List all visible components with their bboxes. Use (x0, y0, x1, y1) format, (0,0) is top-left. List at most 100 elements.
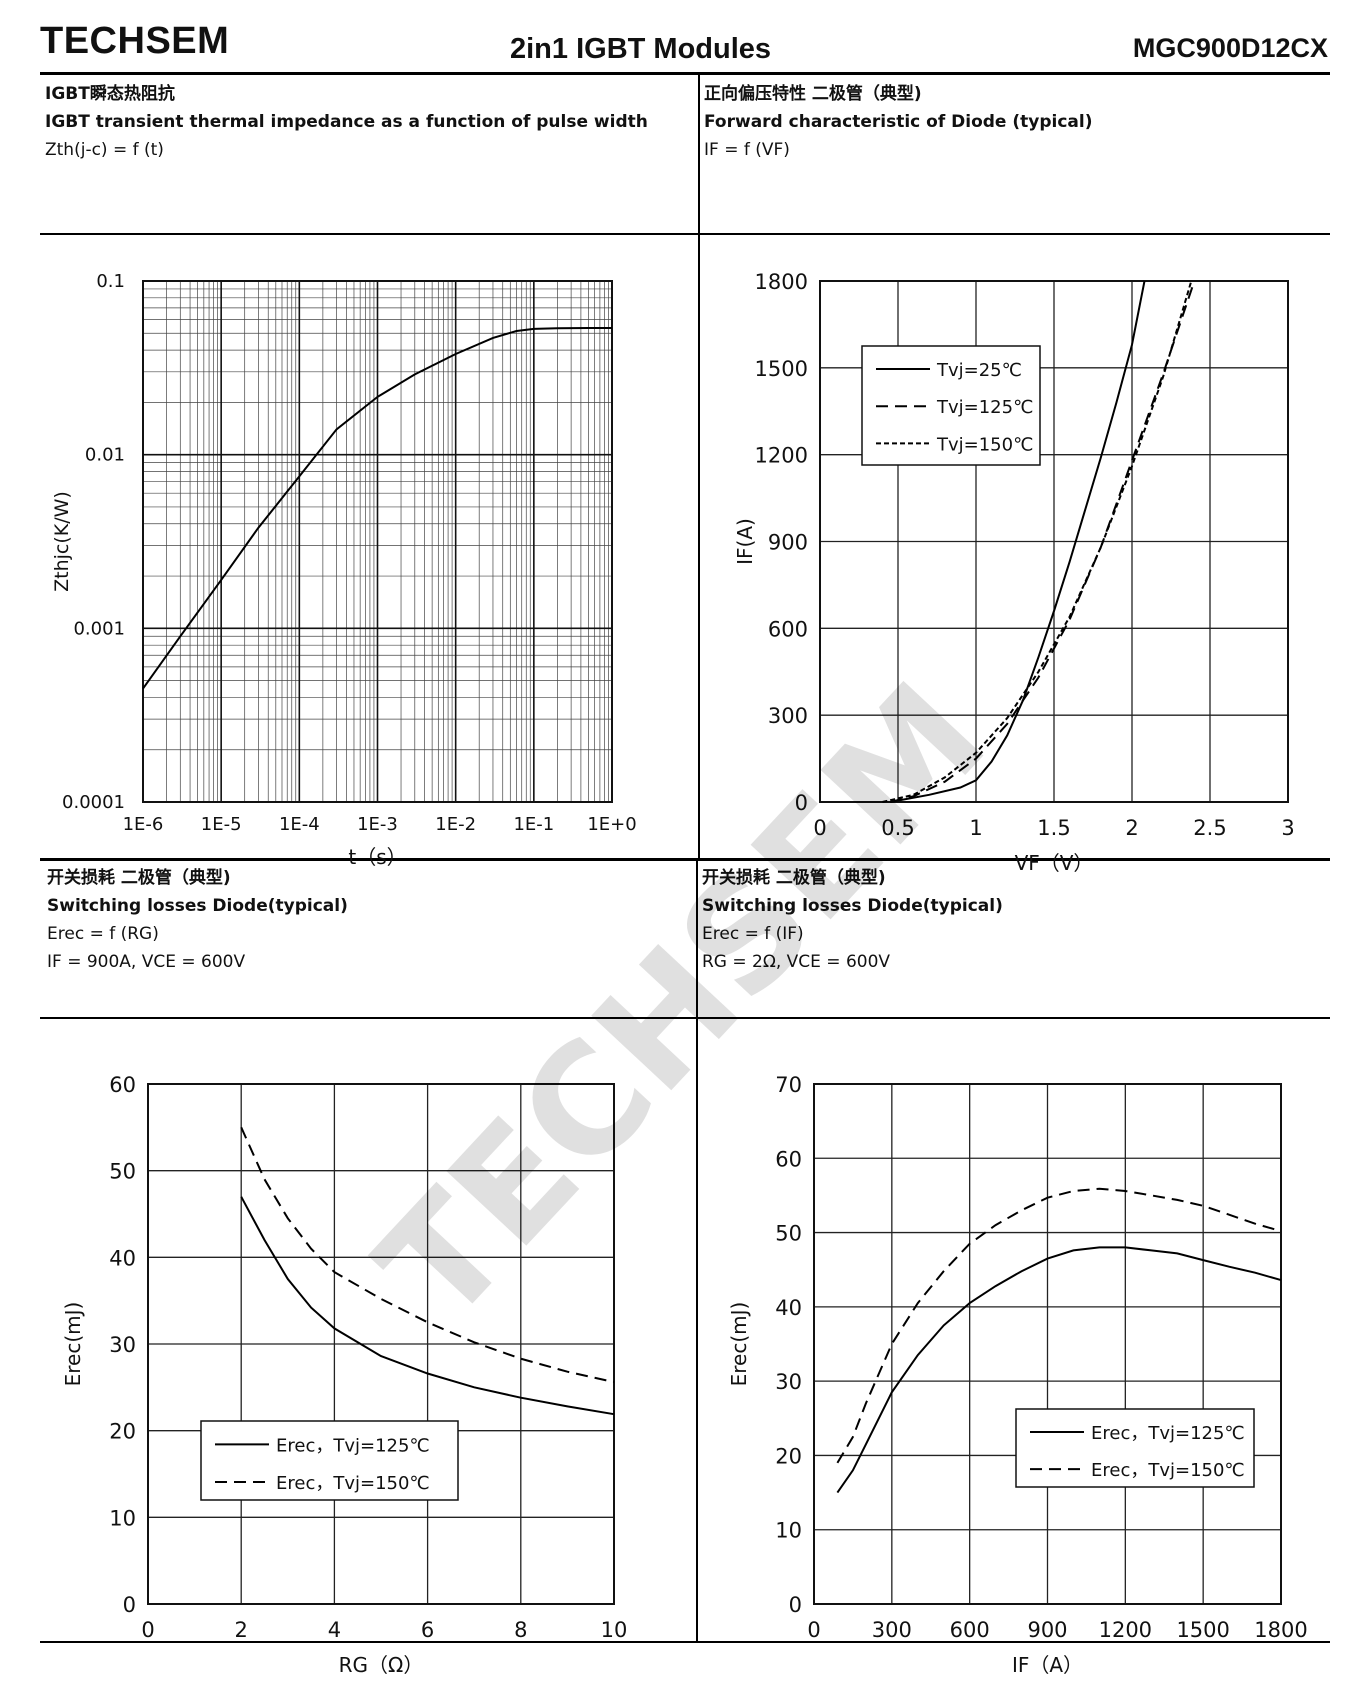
panel-function: Erec = f (RG) (47, 924, 159, 944)
x-tick-label: 1E+0 (587, 814, 636, 835)
plot-frame (147, 1083, 615, 1605)
x-tick-label: 1200 (1099, 1618, 1152, 1642)
series-line (889, 280, 1196, 803)
x-axis-label: t（s） (348, 845, 406, 869)
panel-caption-forward-characteristic: 正向偏压特性 二极管（典型) Forward characteristic of… (704, 80, 1093, 164)
x-tick-label: 0.5 (881, 816, 914, 840)
bottom-caption-rule (40, 1017, 1330, 1019)
legend-label: Erec，Tvj=125℃ (1091, 1423, 1245, 1444)
y-tick-label: 0.1 (96, 271, 125, 292)
y-tick-label: 1800 (755, 270, 808, 294)
x-tick-label: 1.5 (1037, 816, 1070, 840)
plot-frame (142, 280, 613, 803)
x-axis-label: RG（Ω） (339, 1653, 424, 1677)
legend-box (861, 345, 1041, 466)
legend-label: Tvj=25℃ (936, 360, 1022, 381)
part-number: MGC900D12CX (1132, 33, 1328, 63)
y-tick-label: 20 (775, 1444, 802, 1468)
top-column-divider (698, 74, 700, 860)
x-tick-label: 1E-4 (279, 814, 320, 835)
x-axis-label: VF（V） (1015, 851, 1094, 875)
bottom-column-divider (696, 860, 698, 1642)
y-tick-label: 50 (775, 1222, 802, 1246)
x-tick-label: 1E-1 (513, 814, 554, 835)
plot-frame (819, 280, 1289, 803)
series-line (836, 1187, 1282, 1464)
y-tick-label: 70 (775, 1073, 802, 1097)
y-tick-label: 300 (768, 704, 808, 728)
y-axis-label: Erec(mJ) (61, 1302, 85, 1387)
x-tick-label: 2 (1125, 816, 1138, 840)
panel-title-en: IGBT transient thermal impedance as a fu… (45, 112, 648, 132)
legend-label: Erec，Tvj=150℃ (276, 1473, 430, 1494)
top-caption-rule (40, 233, 1330, 235)
series-line (240, 1196, 615, 1416)
x-tick-label: 2.5 (1193, 816, 1226, 840)
y-tick-label: 0 (795, 791, 808, 815)
y-tick-label: 40 (775, 1296, 802, 1320)
x-tick-label: 1800 (1254, 1618, 1307, 1642)
legend-box (1015, 1408, 1255, 1488)
middle-rule (40, 858, 1330, 861)
y-tick-label: 60 (775, 1147, 802, 1171)
panel-title-en: Switching losses Diode(typical) (47, 896, 348, 916)
x-tick-label: 0 (807, 1618, 820, 1642)
y-axis-label: Zthjc(K/W) (51, 491, 73, 592)
y-tick-label: 10 (109, 1506, 136, 1530)
panel-function: Zth(j-c) = f (t) (45, 140, 164, 160)
y-axis-label: Erec(mJ) (727, 1302, 751, 1387)
panel-title-en: Forward characteristic of Diode (typical… (704, 112, 1093, 132)
legend-label: Tvj=125℃ (936, 397, 1033, 418)
y-tick-label: 1500 (755, 357, 808, 381)
panel-function: IF = f (VF) (704, 140, 790, 160)
y-tick-label: 50 (109, 1160, 136, 1184)
panel-conditions: RG = 2Ω, VCE = 600V (702, 952, 891, 972)
series-line (836, 1246, 1282, 1494)
y-tick-label: 0.001 (73, 618, 125, 639)
x-tick-label: 0 (813, 816, 826, 840)
panel-function: Erec = f (IF) (702, 924, 804, 944)
x-tick-label: 10 (601, 1618, 628, 1642)
legend-label: Tvj=150℃ (936, 434, 1033, 455)
plot-frame (813, 1083, 1282, 1605)
x-tick-label: 0 (141, 1618, 154, 1642)
legend-label: Erec，Tvj=150℃ (1091, 1460, 1245, 1481)
document-title: 2in1 IGBT Modules (510, 33, 772, 65)
legend-label: Erec，Tvj=125℃ (276, 1435, 430, 1456)
panel-title-cn: 开关损耗 二极管（典型) (702, 868, 886, 888)
panel-conditions: IF = 900A, VCE = 600V (47, 952, 246, 972)
x-tick-label: 3 (1281, 816, 1294, 840)
x-tick-label: 6 (421, 1618, 434, 1642)
series-line (882, 280, 1193, 803)
y-tick-label: 600 (768, 617, 808, 641)
x-tick-label: 1E-6 (123, 814, 164, 835)
x-tick-label: 1500 (1176, 1618, 1229, 1642)
header-rule (40, 72, 1330, 75)
x-tick-label: 600 (950, 1618, 990, 1642)
x-tick-label: 1 (969, 816, 982, 840)
x-tick-label: 1E-3 (357, 814, 398, 835)
legend-box (200, 1420, 459, 1501)
x-tick-label: 2 (235, 1618, 248, 1642)
x-tick-label: 1E-2 (435, 814, 476, 835)
y-tick-label: 30 (775, 1370, 802, 1394)
panel-title-cn: 开关损耗 二极管（典型) (47, 868, 231, 888)
x-tick-label: 300 (872, 1618, 912, 1642)
y-tick-label: 30 (109, 1333, 136, 1357)
panel-title-cn: 正向偏压特性 二极管（典型) (704, 84, 922, 104)
y-tick-label: 900 (768, 531, 808, 555)
y-tick-label: 0 (123, 1593, 136, 1617)
y-tick-label: 0.0001 (62, 792, 125, 813)
panel-caption-erec-vs-rg: 开关损耗 二极管（典型) Switching losses Diode(typi… (47, 864, 348, 976)
y-tick-label: 10 (775, 1519, 802, 1543)
x-tick-label: 900 (1027, 1618, 1067, 1642)
series-line (890, 280, 1146, 803)
series-line (142, 327, 612, 690)
x-tick-label: 8 (514, 1618, 527, 1642)
brand-logo: TECHSEM (40, 20, 230, 62)
panel-caption-erec-vs-if: 开关损耗 二极管（典型) Switching losses Diode(typi… (702, 864, 1003, 976)
y-tick-label: 60 (109, 1073, 136, 1097)
panel-caption-thermal-impedance: IGBT瞬态热阻抗 IGBT transient thermal impedan… (45, 80, 648, 164)
